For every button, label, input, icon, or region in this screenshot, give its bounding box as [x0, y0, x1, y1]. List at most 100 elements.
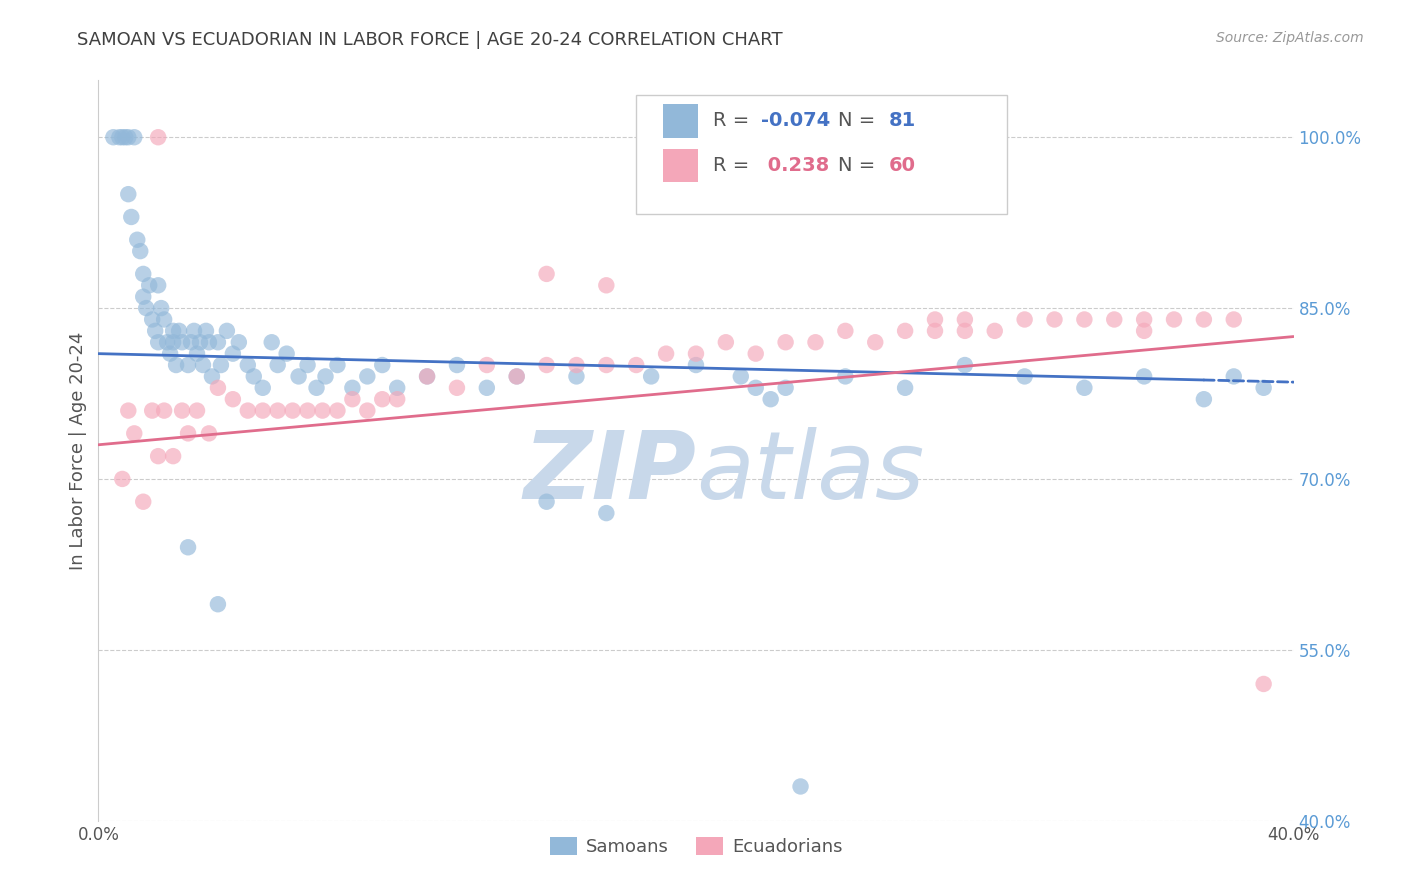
Point	[108, 130, 131, 145]
Point	[138, 278, 160, 293]
Point	[924, 312, 946, 326]
Point	[804, 335, 827, 350]
Point	[536, 358, 558, 372]
Point	[953, 358, 976, 372]
Point	[311, 403, 333, 417]
Point	[536, 494, 558, 508]
Point	[834, 369, 856, 384]
Text: 0.238: 0.238	[761, 156, 828, 175]
Point	[209, 358, 232, 372]
Point	[267, 403, 290, 417]
Point	[114, 130, 136, 145]
Point	[252, 403, 274, 417]
Point	[148, 278, 170, 293]
Point	[243, 369, 266, 384]
Point	[207, 597, 229, 611]
Point	[297, 358, 319, 372]
Point	[287, 369, 309, 384]
Point	[132, 290, 155, 304]
Point	[186, 346, 208, 360]
Point	[759, 392, 782, 407]
Point	[953, 324, 976, 338]
Text: ZIP: ZIP	[523, 426, 696, 518]
Point	[180, 335, 202, 350]
Point	[595, 278, 617, 293]
Point	[165, 358, 187, 372]
Point	[153, 403, 176, 417]
Point	[714, 335, 737, 350]
Text: 60: 60	[889, 156, 915, 175]
Text: N =: N =	[838, 156, 882, 175]
Point	[356, 403, 378, 417]
Point	[1223, 312, 1246, 326]
Point	[446, 358, 468, 372]
Point	[117, 130, 139, 145]
Point	[775, 335, 797, 350]
Point	[1253, 381, 1275, 395]
Point	[150, 301, 173, 315]
Point	[236, 358, 259, 372]
Point	[1192, 392, 1215, 407]
FancyBboxPatch shape	[662, 104, 699, 137]
Point	[132, 494, 155, 508]
Point	[111, 130, 134, 145]
Point	[685, 358, 707, 372]
Point	[506, 369, 529, 384]
Point	[475, 381, 498, 395]
Point	[865, 335, 887, 350]
Point	[198, 335, 221, 350]
Point	[117, 187, 139, 202]
Point	[1163, 312, 1185, 326]
Point	[132, 267, 155, 281]
Point	[195, 324, 218, 338]
Text: R =: R =	[713, 112, 755, 130]
Point	[565, 358, 588, 372]
Point	[685, 346, 707, 360]
Point	[124, 130, 146, 145]
Text: SAMOAN VS ECUADORIAN IN LABOR FORCE | AGE 20-24 CORRELATION CHART: SAMOAN VS ECUADORIAN IN LABOR FORCE | AG…	[77, 31, 783, 49]
Point	[1043, 312, 1066, 326]
Point	[1223, 369, 1246, 384]
Point	[1014, 312, 1036, 326]
Point	[1133, 324, 1156, 338]
Point	[655, 346, 678, 360]
Point	[565, 369, 588, 384]
Point	[222, 392, 245, 407]
Point	[103, 130, 125, 145]
Point	[177, 358, 200, 372]
Point	[207, 335, 229, 350]
Point	[536, 267, 558, 281]
Point	[506, 369, 529, 384]
Point	[626, 358, 648, 372]
Point	[894, 381, 917, 395]
Point	[207, 381, 229, 395]
Point	[315, 369, 337, 384]
Point	[143, 324, 166, 338]
Y-axis label: In Labor Force | Age 20-24: In Labor Force | Age 20-24	[69, 331, 87, 570]
Point	[120, 210, 142, 224]
Text: -0.074: -0.074	[761, 112, 830, 130]
FancyBboxPatch shape	[662, 149, 699, 182]
Point	[1253, 677, 1275, 691]
Point	[260, 335, 283, 350]
Point	[177, 541, 200, 555]
Point	[148, 335, 170, 350]
Point	[183, 324, 205, 338]
Point	[924, 324, 946, 338]
Point	[186, 403, 208, 417]
Point	[342, 381, 364, 395]
Point	[127, 233, 149, 247]
Point	[475, 358, 498, 372]
Point	[129, 244, 152, 259]
Point	[745, 346, 768, 360]
Point	[416, 369, 439, 384]
Legend: Samoans, Ecuadorians: Samoans, Ecuadorians	[543, 830, 849, 863]
Text: Source: ZipAtlas.com: Source: ZipAtlas.com	[1216, 31, 1364, 45]
Point	[162, 324, 184, 338]
Point	[371, 392, 394, 407]
Point	[215, 324, 238, 338]
Point	[775, 381, 797, 395]
Point	[326, 403, 349, 417]
Point	[159, 346, 181, 360]
Point	[201, 369, 224, 384]
